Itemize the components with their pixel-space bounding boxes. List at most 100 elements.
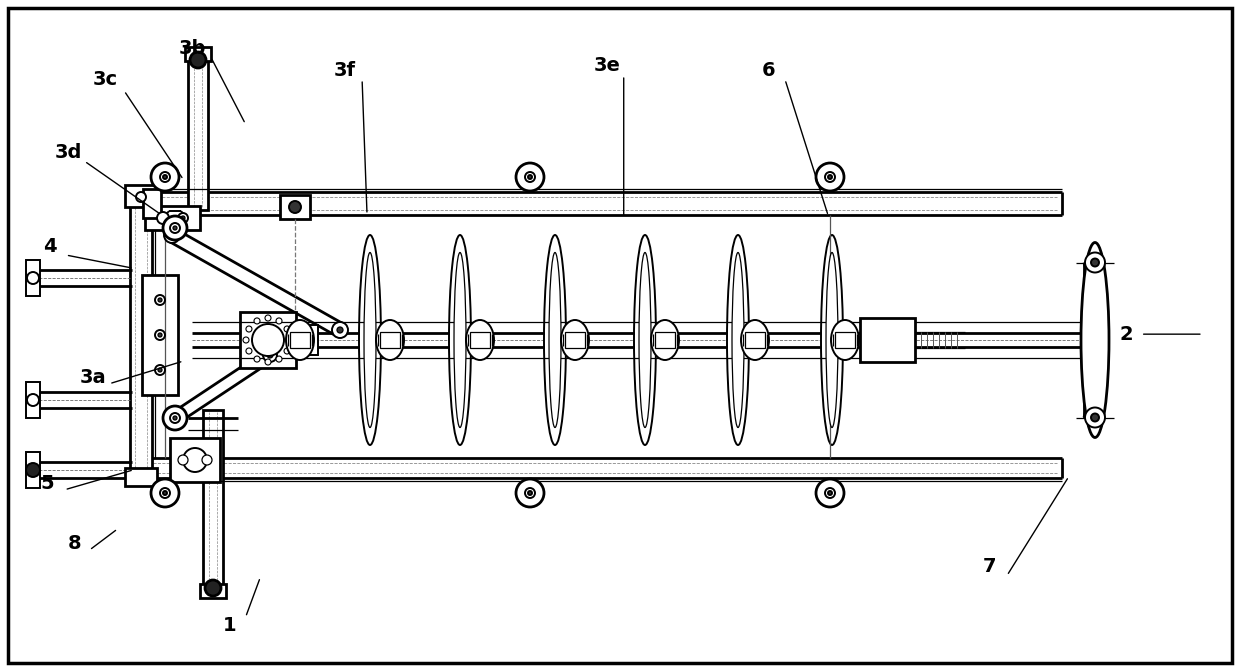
Circle shape [162,216,187,240]
Ellipse shape [544,235,565,445]
Ellipse shape [826,252,838,427]
Bar [26,260,40,296]
Text: 1: 1 [223,616,236,635]
Text: 3c: 3c [93,70,118,89]
Circle shape [27,394,38,406]
Bar [200,584,226,598]
Circle shape [1091,258,1099,266]
Bar [185,47,211,61]
Ellipse shape [639,252,651,427]
Ellipse shape [360,235,381,445]
Circle shape [205,580,221,596]
Circle shape [243,337,249,343]
Ellipse shape [151,479,179,507]
Ellipse shape [365,252,376,427]
Ellipse shape [831,320,859,360]
Ellipse shape [732,252,744,427]
Ellipse shape [449,235,471,445]
Circle shape [525,488,534,498]
Circle shape [170,223,180,233]
Text: 5: 5 [41,474,53,493]
Bar [835,332,856,348]
Circle shape [284,348,290,354]
Text: 3b: 3b [179,39,206,58]
Bar [188,55,208,210]
Text: 3d: 3d [55,144,82,162]
Circle shape [252,324,284,356]
Circle shape [825,488,835,498]
Circle shape [169,232,175,238]
Ellipse shape [286,320,314,360]
Bar [293,325,317,355]
Circle shape [26,463,40,477]
Circle shape [162,491,167,495]
Bar [745,332,765,348]
Circle shape [169,417,175,423]
Circle shape [184,448,207,472]
Circle shape [27,272,38,284]
Bar [125,468,157,486]
Text: 7: 7 [983,558,996,576]
Circle shape [174,416,177,420]
Ellipse shape [466,320,494,360]
Circle shape [160,172,170,182]
Circle shape [157,368,162,372]
Text: 2: 2 [1120,325,1132,344]
Circle shape [828,175,832,179]
Ellipse shape [151,163,179,191]
Circle shape [286,337,293,343]
Circle shape [181,216,185,220]
Bar [203,410,223,590]
Circle shape [267,352,273,358]
Ellipse shape [816,479,844,507]
Bar [143,189,161,218]
Bar [170,438,219,482]
Ellipse shape [560,320,589,360]
Circle shape [337,327,343,333]
Circle shape [174,226,177,230]
Circle shape [284,326,290,332]
Ellipse shape [376,320,404,360]
Text: 8: 8 [68,534,81,553]
Bar [655,332,675,348]
Circle shape [254,356,260,362]
Circle shape [155,330,165,340]
Circle shape [246,326,252,332]
Ellipse shape [651,320,680,360]
Ellipse shape [454,252,466,427]
Circle shape [1085,407,1105,427]
Bar [130,195,153,478]
Circle shape [528,491,532,495]
Circle shape [202,455,212,465]
Text: 3e: 3e [594,56,621,75]
Bar [125,185,157,207]
Bar [26,452,40,488]
Circle shape [265,359,272,365]
Circle shape [277,356,281,362]
Ellipse shape [727,235,749,445]
Circle shape [155,365,165,375]
Circle shape [246,348,252,354]
Circle shape [165,413,179,427]
Circle shape [828,491,832,495]
Circle shape [265,315,272,321]
Circle shape [157,212,169,224]
Bar [143,275,179,395]
Ellipse shape [516,479,544,507]
Ellipse shape [816,163,844,191]
Ellipse shape [516,163,544,191]
Circle shape [179,213,188,223]
Text: 3f: 3f [334,61,356,80]
Circle shape [289,201,301,213]
Ellipse shape [549,252,560,427]
Ellipse shape [634,235,656,445]
Circle shape [295,332,311,348]
Circle shape [136,192,146,202]
Ellipse shape [821,235,843,445]
Bar [470,332,490,348]
Circle shape [300,337,306,343]
Circle shape [179,455,188,465]
Bar [565,332,585,348]
Text: 6: 6 [763,61,775,80]
Circle shape [254,318,260,324]
